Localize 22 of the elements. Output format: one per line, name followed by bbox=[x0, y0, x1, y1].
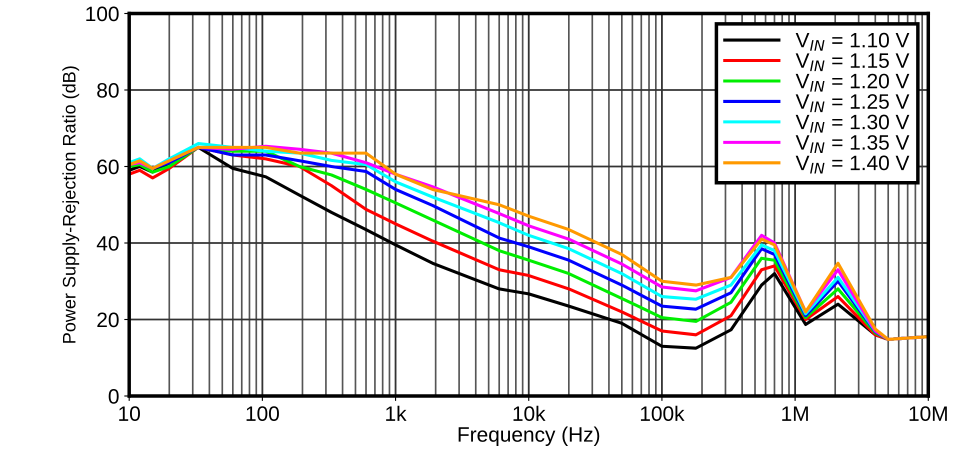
x-tick-label: 1M bbox=[782, 406, 808, 421]
x-tick-label: 1k bbox=[386, 406, 407, 421]
y-axis-title: Power Supply-Rejection Ratio (dB) bbox=[62, 66, 80, 343]
legend-label: V$_{IN}$ = 1.40 V bbox=[796, 156, 910, 174]
x-axis-title: Frequency (Hz) bbox=[458, 426, 600, 446]
y-tick-label: 40 bbox=[96, 236, 119, 251]
legend-label: V$_{IN}$ = 1.15 V bbox=[796, 53, 910, 72]
x-tick-label: 10M bbox=[910, 406, 947, 422]
x-tick-label: 100k bbox=[640, 406, 685, 422]
x-tick-label: 10k bbox=[514, 406, 546, 422]
legend-label: V$_{IN}$ = 1.35 V bbox=[796, 135, 910, 154]
x-tick-label: 100 bbox=[246, 406, 279, 422]
legend-label: V$_{IN}$ = 1.25 V bbox=[796, 94, 910, 112]
y-tick-label: 0 bbox=[108, 389, 119, 404]
legend-label: V$_{IN}$ = 1.10 V bbox=[796, 32, 910, 51]
y-tick-label: 20 bbox=[97, 312, 119, 328]
legend-label: V$_{IN}$ = 1.30 V bbox=[796, 114, 910, 133]
y-tick-label: 60 bbox=[97, 160, 119, 174]
y-tick-label: 100 bbox=[86, 6, 119, 22]
y-tick-label: 80 bbox=[97, 83, 119, 98]
x-tick-label: 10 bbox=[119, 406, 140, 422]
legend-label: V$_{IN}$ = 1.20 V bbox=[796, 74, 910, 92]
